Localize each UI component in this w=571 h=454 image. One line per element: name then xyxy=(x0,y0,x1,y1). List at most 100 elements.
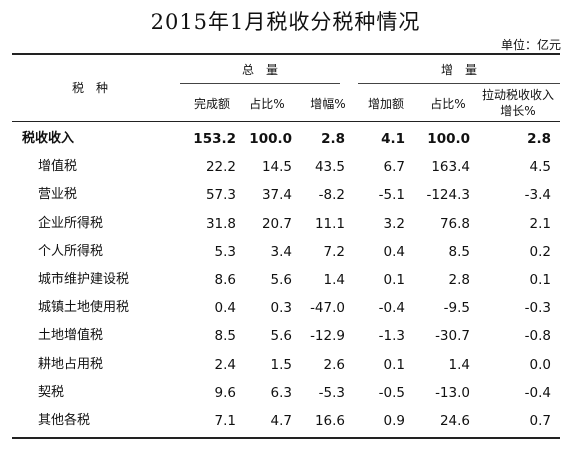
cell-increase: 0.1 xyxy=(383,272,405,288)
cell-completed: 9.6 xyxy=(214,384,236,401)
cell-increase-share: 76.8 xyxy=(439,215,470,232)
cell-share: 3.4 xyxy=(270,243,292,260)
cell-growth: -5.3 xyxy=(318,384,345,401)
table-row-total: 税收收入 153.2 100.0 2.8 4.1 100.0 2.8 xyxy=(0,125,571,153)
cell-completed: 7.1 xyxy=(214,413,236,429)
cell-increase-share: -30.7 xyxy=(435,328,470,345)
tax-name-cell: 企业所得税 xyxy=(38,215,104,231)
cell-completed: 57.3 xyxy=(205,187,236,204)
cell-share: 5.6 xyxy=(270,328,292,345)
cell-share: 14.5 xyxy=(261,159,292,176)
cell-increase: 6.7 xyxy=(383,159,405,176)
cell-increase-share: 100.0 xyxy=(427,131,470,147)
cell-share: 6.3 xyxy=(270,384,292,401)
tax-name-cell: 契税 xyxy=(38,384,65,400)
cell-growth: 16.6 xyxy=(314,413,345,429)
cell-contribution: -3.4 xyxy=(524,187,551,204)
tax-name-cell: 城镇土地使用税 xyxy=(38,300,130,316)
col-header-increase-share: 占比% xyxy=(430,97,466,111)
cell-increase: 0.1 xyxy=(383,356,405,373)
cell-completed: 153.2 xyxy=(193,131,236,147)
cell-increase-share: 24.6 xyxy=(439,413,470,429)
cell-contribution: 0.7 xyxy=(529,413,551,429)
tax-name-cell: 其他各税 xyxy=(38,413,91,428)
cell-completed: 0.4 xyxy=(214,300,236,317)
col-header-growth: 增幅% xyxy=(310,97,346,111)
tax-name-cell: 税收收入 xyxy=(22,131,75,146)
cell-increase: 0.9 xyxy=(383,413,405,429)
increase-group-header: 增 量 xyxy=(440,63,477,77)
cell-increase-share: 1.4 xyxy=(448,356,470,373)
cell-growth: -47.0 xyxy=(310,300,345,317)
cell-contribution: 0.2 xyxy=(529,243,551,260)
cell-contribution: 2.1 xyxy=(529,215,551,232)
tax-name-cell: 营业税 xyxy=(38,187,78,203)
table-row: 其他各税 7.1 4.7 16.6 0.9 24.6 0.7 xyxy=(0,407,571,435)
total-group-header: 总 量 xyxy=(241,63,278,77)
col-header-share: 占比% xyxy=(249,97,285,111)
cell-share: 20.7 xyxy=(261,215,292,232)
cell-increase-share: -9.5 xyxy=(443,300,470,317)
cell-contribution: 0.0 xyxy=(529,356,551,373)
table-top-rule xyxy=(12,53,560,55)
cell-completed: 22.2 xyxy=(205,159,236,176)
cell-increase: -0.5 xyxy=(378,384,405,401)
cell-increase-share: 163.4 xyxy=(431,159,470,176)
cell-growth: -12.9 xyxy=(310,328,345,345)
table-row: 城镇土地使用税 0.4 0.3 -47.0 -0.4 -9.5 -0.3 xyxy=(0,294,571,322)
cell-contribution: -0.4 xyxy=(524,384,551,401)
cell-increase-share: -124.3 xyxy=(426,187,470,204)
tax-name-cell: 土地增值税 xyxy=(38,328,104,344)
cell-growth: 7.2 xyxy=(323,243,345,260)
cell-contribution: 2.8 xyxy=(527,131,551,147)
cell-growth: 43.5 xyxy=(314,159,345,176)
cell-growth: 2.6 xyxy=(323,356,345,373)
cell-growth: -8.2 xyxy=(318,187,345,204)
cell-increase-share: 2.8 xyxy=(448,272,470,288)
unit-label: 单位：亿元 xyxy=(500,38,561,52)
tax-type-header: 税 种 xyxy=(71,81,108,95)
cell-growth: 2.8 xyxy=(321,131,345,147)
col-header-contribution: 拉动税收收入增长% xyxy=(482,88,555,118)
table-bottom-rule xyxy=(12,437,560,439)
tax-name-cell: 耕地占用税 xyxy=(38,356,104,372)
table-row: 企业所得税 31.8 20.7 11.1 3.2 76.8 2.1 xyxy=(0,210,571,238)
cell-contribution: -0.8 xyxy=(524,328,551,345)
cell-share: 100.0 xyxy=(249,131,292,147)
tax-name-cell: 增值税 xyxy=(38,159,78,175)
cell-share: 37.4 xyxy=(261,187,292,204)
cell-share: 4.7 xyxy=(270,413,292,429)
tax-name-cell: 个人所得税 xyxy=(38,243,104,259)
col-header-increase: 增加额 xyxy=(367,97,404,111)
cell-contribution: 4.5 xyxy=(529,159,551,176)
cell-increase: 0.4 xyxy=(383,243,405,260)
table-row: 契税 9.6 6.3 -5.3 -0.5 -13.0 -0.4 xyxy=(0,379,571,407)
increase-group-underline xyxy=(358,83,560,84)
tax-name-cell: 城市维护建设税 xyxy=(38,272,130,287)
table-row: 土地增值税 8.5 5.6 -12.9 -1.3 -30.7 -0.8 xyxy=(0,322,571,350)
cell-increase-share: 8.5 xyxy=(448,243,470,260)
col-header-completed: 完成额 xyxy=(193,97,230,111)
table-row: 个人所得税 5.3 3.4 7.2 0.4 8.5 0.2 xyxy=(0,238,571,266)
cell-increase: 3.2 xyxy=(383,215,405,232)
header-bottom-rule xyxy=(12,121,560,122)
cell-completed: 8.5 xyxy=(214,328,236,345)
table-row: 耕地占用税 2.4 1.5 2.6 0.1 1.4 0.0 xyxy=(0,351,571,379)
table-row: 营业税 57.3 37.4 -8.2 -5.1 -124.3 -3.4 xyxy=(0,181,571,209)
cell-completed: 5.3 xyxy=(214,243,236,260)
cell-increase: -5.1 xyxy=(378,187,405,204)
cell-growth: 1.4 xyxy=(323,272,345,288)
table-row: 城市维护建设税 8.6 5.6 1.4 0.1 2.8 0.1 xyxy=(0,266,571,294)
cell-share: 5.6 xyxy=(270,272,292,288)
cell-increase-share: -13.0 xyxy=(435,384,470,401)
cell-contribution: 0.1 xyxy=(529,272,551,288)
cell-share: 1.5 xyxy=(270,356,292,373)
total-group-underline xyxy=(180,83,340,84)
cell-completed: 8.6 xyxy=(214,272,236,288)
cell-increase: -1.3 xyxy=(378,328,405,345)
cell-growth: 11.1 xyxy=(314,215,345,232)
table-row: 增值税 22.2 14.5 43.5 6.7 163.4 4.5 xyxy=(0,153,571,181)
cell-completed: 31.8 xyxy=(205,215,236,232)
cell-increase: 4.1 xyxy=(381,131,405,147)
cell-completed: 2.4 xyxy=(214,356,236,373)
